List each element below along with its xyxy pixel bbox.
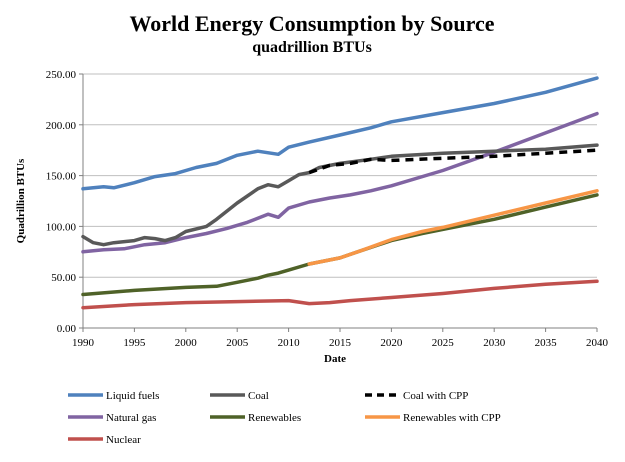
legend-label: Nuclear [106, 434, 141, 446]
series-line-coal [81, 143, 599, 247]
series-line-renewables-with-cpp [307, 189, 599, 266]
x-tick-label: 2015 [329, 337, 352, 349]
series-line-nuclear [81, 279, 599, 310]
y-tick-label: 200.00 [46, 120, 77, 132]
legend-label: Renewables with CPP [403, 412, 501, 424]
series-line-renewables [81, 193, 599, 297]
series-line-coal-with-cpp [308, 148, 598, 175]
legend-label: Natural gas [106, 412, 156, 424]
x-tick-label: 1990 [72, 337, 95, 349]
legend-label: Coal [248, 390, 269, 402]
chart-title: World Energy Consumption by Source [129, 11, 494, 36]
x-tick-label: 2020 [380, 337, 403, 349]
x-axis-label: Date [324, 353, 346, 365]
y-tick-label: 150.00 [46, 171, 77, 183]
y-tick-label: 250.00 [46, 69, 77, 81]
legend: Liquid fuels Coal Coal with CPP Natural gas… [68, 390, 501, 446]
y-tick-labels: 0.00 50.00 100.00 150.00 200.00 250.00 [46, 69, 77, 335]
x-tick-label: 2000 [175, 337, 198, 349]
x-tick-label: 2040 [586, 337, 609, 349]
series-line-natural-gas [81, 111, 599, 254]
legend-label: Renewables [248, 412, 301, 424]
x-tick-label: 2010 [278, 337, 301, 349]
x-tick-label: 2025 [432, 337, 455, 349]
x-tick-label: 2030 [483, 337, 506, 349]
y-tick-label: 100.00 [46, 221, 77, 233]
x-tick-label: 2005 [226, 337, 249, 349]
legend-label: Coal with CPP [403, 390, 468, 402]
y-axis-label: Quadrillion BTUs [15, 158, 27, 243]
x-tick-label: 2035 [535, 337, 558, 349]
y-tick-label: 0.00 [57, 323, 77, 335]
legend-label: Liquid fuels [106, 390, 159, 402]
series-line-liquid-fuels [81, 76, 599, 191]
x-tick-labels: 1990 1995 2000 2005 2010 2015 2020 2025 2030 2035… [72, 337, 609, 349]
x-tick-label: 1995 [123, 337, 146, 349]
series-lines [81, 76, 599, 310]
y-tick-label: 50.00 [51, 272, 76, 284]
axes [79, 73, 598, 332]
chart-subtitle: quadrillion BTUs [252, 39, 372, 56]
